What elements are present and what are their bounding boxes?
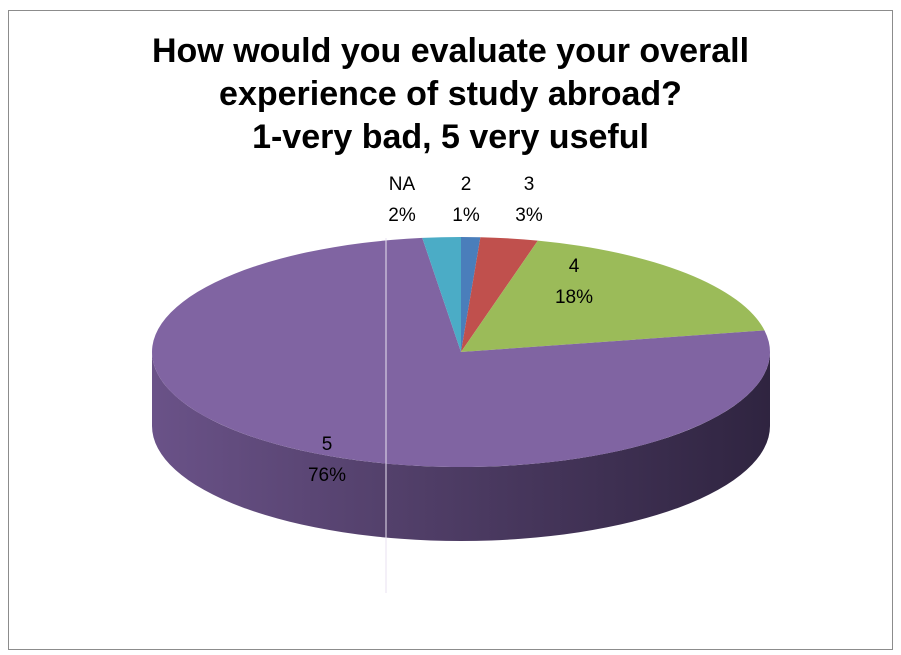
- label-category-5: 5: [322, 434, 333, 455]
- pie-slice-2: [461, 237, 481, 352]
- label-percent-3: 3%: [515, 205, 543, 226]
- label-percent-4: 18%: [555, 287, 593, 308]
- label-percent-5: 76%: [308, 465, 346, 486]
- label-category-2: 2: [461, 174, 472, 195]
- pie-slice-4: [461, 240, 765, 352]
- label-category-3: 3: [524, 174, 535, 195]
- pie-slice-NA: [422, 237, 461, 352]
- pie-side-5: [152, 352, 770, 541]
- label-percent-NA: 2%: [388, 205, 416, 226]
- label-percent-2: 1%: [452, 205, 480, 226]
- pie-slice-3: [461, 237, 538, 352]
- pie-slice-5: [152, 237, 771, 467]
- title-line-1: How would you evaluate your overall: [151, 32, 750, 70]
- label-category-4: 4: [569, 256, 580, 277]
- title-line-3: 1-very bad, 5 very useful: [252, 118, 649, 156]
- label-category-NA: NA: [389, 174, 416, 195]
- title-line-2: experience of study abroad?: [219, 75, 682, 113]
- chart-title: How would you evaluate your overall expe…: [0, 30, 901, 159]
